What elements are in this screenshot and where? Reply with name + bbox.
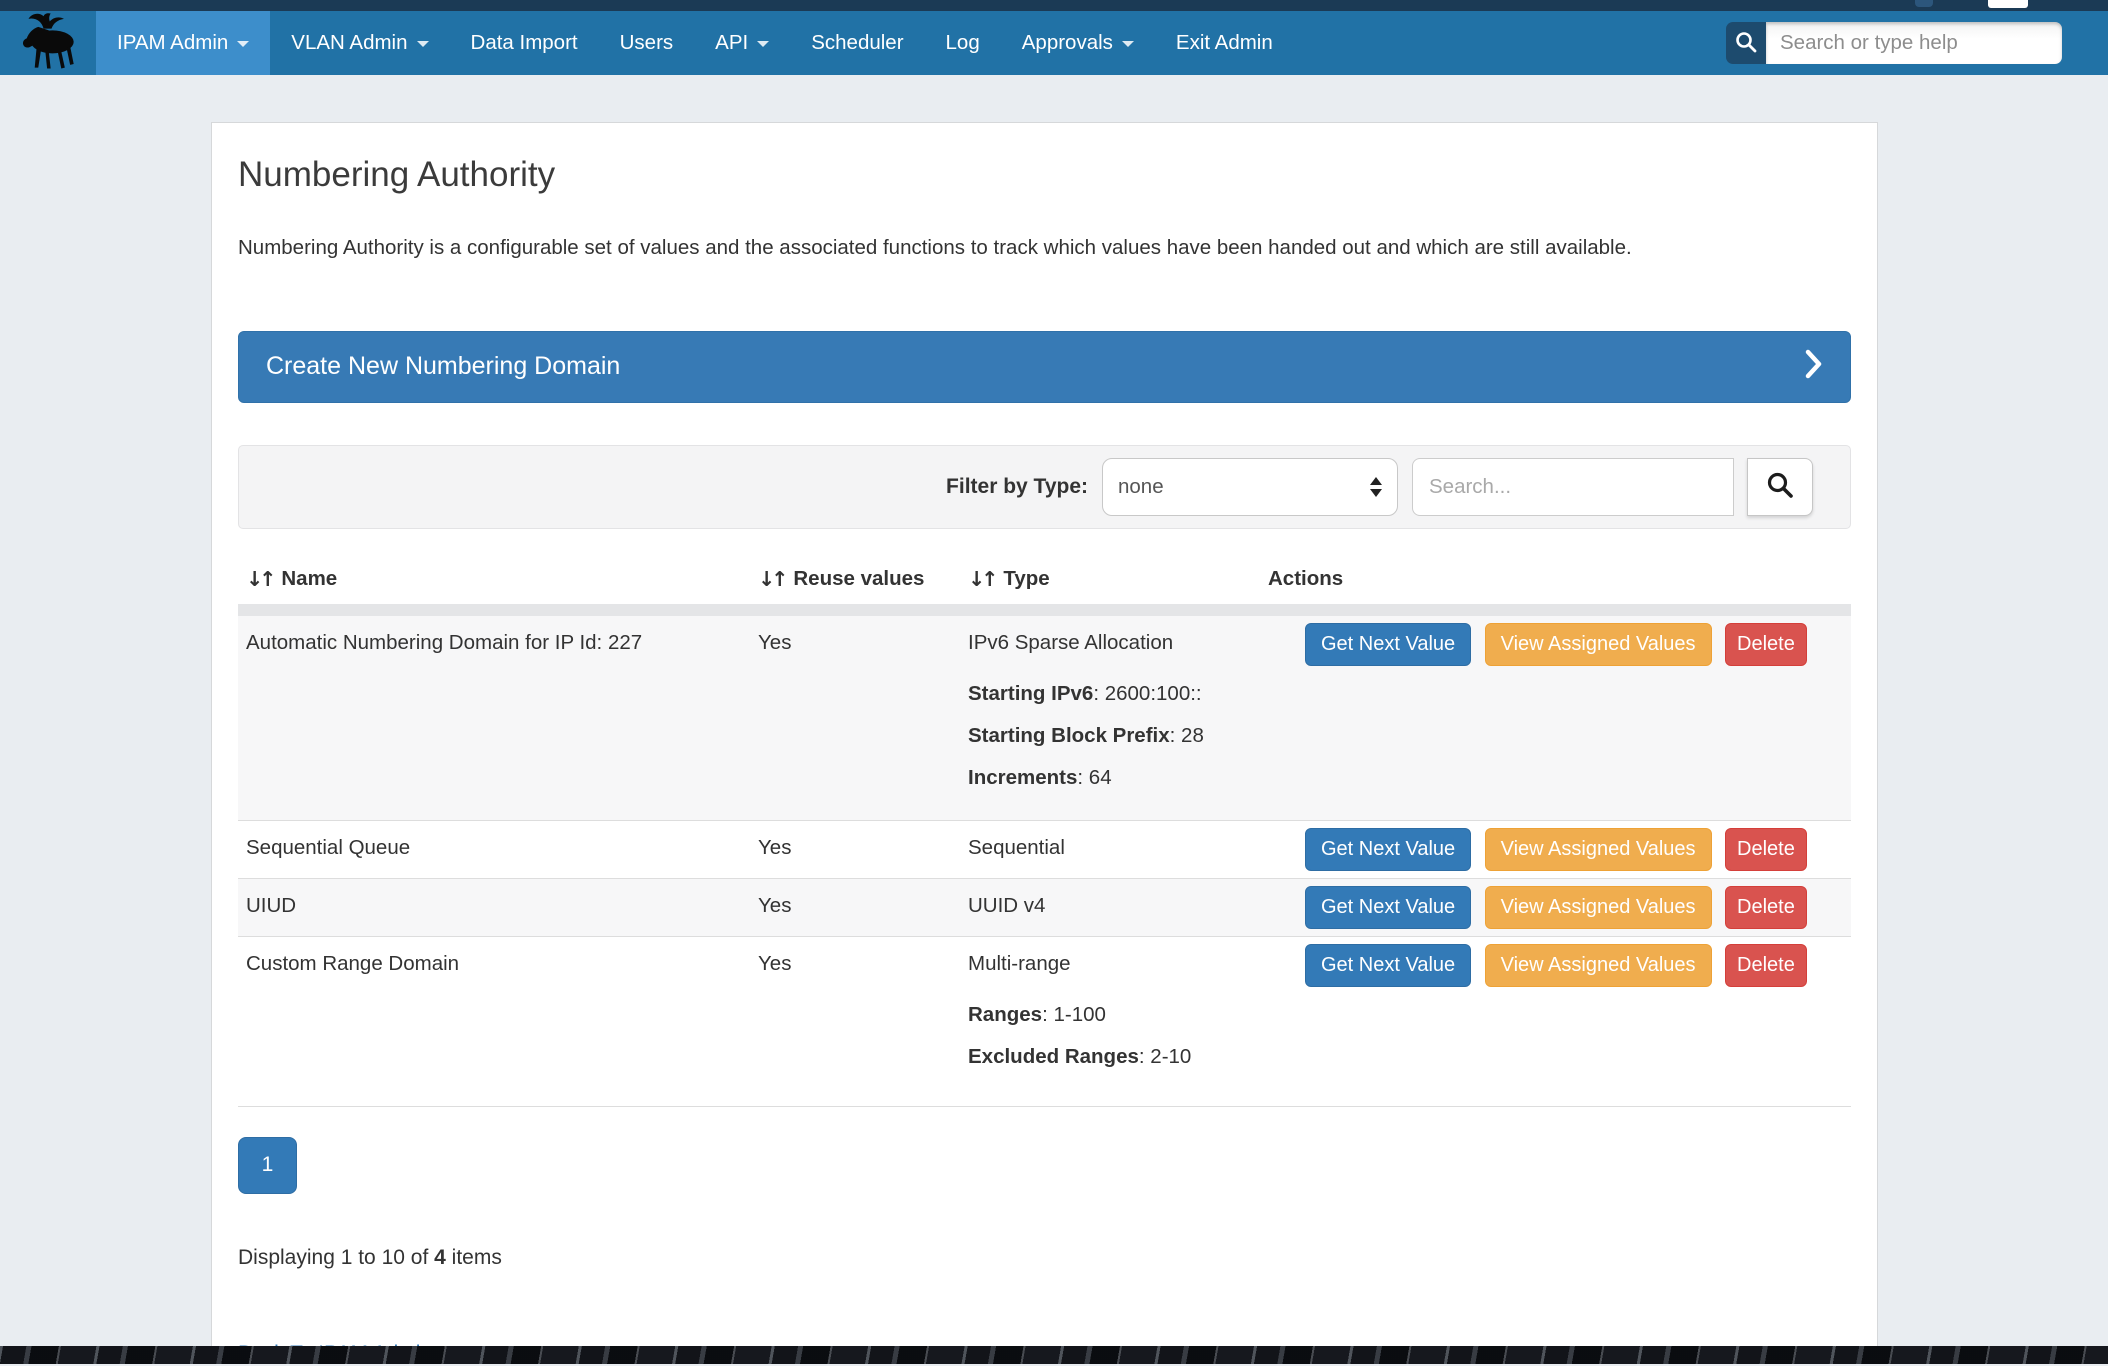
get-next-value-button[interactable]: Get Next Value: [1305, 885, 1472, 929]
navbar-search-input[interactable]: [1766, 22, 2062, 64]
cell-type: IPv6 Sparse Allocation Starting IPv6: 26…: [960, 616, 1260, 820]
search-icon: [1765, 470, 1795, 503]
delete-button[interactable]: Delete: [1725, 885, 1807, 929]
brand-logo[interactable]: [0, 11, 96, 75]
nav-item-log[interactable]: Log: [925, 11, 1001, 75]
table-search-input[interactable]: [1412, 457, 1734, 516]
table-header-divider: [238, 603, 1851, 616]
type-filter-select[interactable]: none: [1102, 457, 1398, 516]
sort-icon: ↓↑: [758, 566, 788, 591]
nav-item-label: API: [715, 31, 749, 54]
nav-item-approvals[interactable]: Approvals: [1001, 11, 1155, 75]
view-assigned-values-button[interactable]: View Assigned Values: [1484, 943, 1712, 987]
delete-button[interactable]: Delete: [1725, 622, 1807, 666]
get-next-value-button[interactable]: Get Next Value: [1305, 827, 1472, 871]
pagination-page-1[interactable]: 1: [238, 1136, 297, 1194]
create-new-numbering-domain-button[interactable]: Create New Numbering Domain: [238, 330, 1851, 403]
moose-icon: [17, 12, 79, 75]
nav-item-vlan-admin[interactable]: VLAN Admin: [270, 11, 449, 75]
header-reuse-values[interactable]: ↓↑ Reuse values: [758, 566, 925, 591]
view-assigned-values-button[interactable]: View Assigned Values: [1484, 827, 1712, 871]
nav-item-scheduler[interactable]: Scheduler: [790, 11, 924, 75]
delete-button[interactable]: Delete: [1725, 827, 1807, 871]
type-details: Starting IPv6: 2600:100:: Starting Block…: [968, 681, 1204, 789]
nav-item-exit-admin[interactable]: Exit Admin: [1155, 11, 1294, 75]
pagination: 1: [238, 1136, 1851, 1194]
table-row: Sequential Queue Yes Sequential Get Next…: [238, 821, 1851, 879]
chevron-down-icon: [757, 41, 770, 47]
table-row: UIUD Yes UUID v4 Get Next Value View Ass…: [238, 878, 1851, 937]
table-row: Custom Range Domain Yes Multi-range Rang…: [238, 937, 1851, 1107]
chevron-down-icon: [1121, 41, 1134, 47]
navbar: IPAM Admin VLAN Admin Data Import Users …: [0, 11, 2108, 75]
cell-actions: Get Next Value View Assigned Values Dele…: [1260, 937, 1851, 1106]
nav-item-ipam-admin[interactable]: IPAM Admin: [96, 11, 271, 75]
type-details: Ranges: 1-100 Excluded Ranges: 2-10: [968, 1002, 1192, 1068]
sort-icon: ↓↑: [968, 566, 998, 591]
page-title: Numbering Authority: [238, 155, 556, 194]
desktop-wallpaper-strip: [0, 1346, 2108, 1364]
get-next-value-button[interactable]: Get Next Value: [1305, 943, 1472, 987]
table-search-button[interactable]: [1747, 457, 1813, 516]
header-name[interactable]: ↓↑ Name: [246, 566, 338, 591]
nav-item-label: Approvals: [1021, 31, 1113, 54]
view-assigned-values-button[interactable]: View Assigned Values: [1484, 885, 1712, 929]
window-artifact-white: [1988, 0, 2028, 8]
nav-item-label: Scheduler: [811, 31, 904, 54]
filter-bar: Filter by Type: none: [238, 444, 1851, 529]
nav-item-label: Log: [945, 31, 980, 54]
numbering-domains-table: ↓↑ Name ↓↑ Reuse values ↓↑ Type Actions …: [238, 553, 1851, 1107]
cell-name: Custom Range Domain: [246, 951, 460, 975]
cell-name: Automatic Numbering Domain for IP Id: 22…: [246, 630, 643, 654]
cell-reuse-values: Yes: [758, 630, 792, 654]
nav-item-api[interactable]: API: [694, 11, 790, 75]
cell-actions: Get Next Value View Assigned Values Dele…: [1260, 821, 1851, 878]
chevron-down-icon: [416, 41, 429, 47]
window-artifact-blue: [1915, 0, 1933, 7]
page-description: Numbering Authority is a configurable se…: [238, 236, 1632, 259]
create-bar-label: Create New Numbering Domain: [266, 352, 621, 381]
items-summary: Displaying 1 to 10 of 4 items: [238, 1245, 502, 1269]
header-actions: Actions: [1268, 566, 1344, 590]
view-assigned-values-button[interactable]: View Assigned Values: [1484, 622, 1712, 666]
nav-item-users[interactable]: Users: [599, 11, 695, 75]
cell-reuse-values: Yes: [758, 951, 792, 975]
nav-item-label: Exit Admin: [1175, 31, 1273, 54]
cell-reuse-values: Yes: [758, 893, 792, 917]
table-header-row: ↓↑ Name ↓↑ Reuse values ↓↑ Type Actions: [238, 553, 1851, 604]
type-filter-selected-value: none: [1118, 474, 1164, 498]
main-panel: Numbering Authority Numbering Authority …: [211, 122, 1878, 1365]
cell-actions: Get Next Value View Assigned Values Dele…: [1260, 879, 1851, 936]
sort-icon: ↓↑: [246, 566, 276, 591]
nav-item-label: VLAN Admin: [291, 31, 408, 54]
header-type[interactable]: ↓↑ Type: [968, 566, 1050, 591]
cell-type: Sequential: [968, 835, 1065, 859]
window-top-strip: [0, 0, 2108, 11]
select-arrows-icon: [1370, 476, 1382, 497]
get-next-value-button[interactable]: Get Next Value: [1305, 622, 1472, 666]
chevron-down-icon: [237, 41, 250, 47]
cell-type: Multi-range Ranges: 1-100 Excluded Range…: [960, 937, 1260, 1106]
cell-type: UUID v4: [968, 893, 1046, 917]
cell-name: Sequential Queue: [246, 835, 411, 859]
delete-button[interactable]: Delete: [1725, 943, 1807, 987]
cell-actions: Get Next Value View Assigned Values Dele…: [1260, 616, 1851, 820]
search-icon: [1734, 30, 1758, 57]
nav-item-label: IPAM Admin: [117, 31, 229, 54]
navbar-search: [1726, 22, 2062, 64]
cell-reuse-values: Yes: [758, 835, 792, 859]
chevron-right-icon: [1805, 349, 1823, 384]
table-row: Automatic Numbering Domain for IP Id: 22…: [238, 615, 1851, 821]
navbar-search-button[interactable]: [1726, 22, 1766, 64]
nav-item-label: Data Import: [470, 31, 578, 54]
nav-item-label: Users: [619, 31, 674, 54]
cell-name: UIUD: [246, 893, 297, 917]
nav-item-data-import[interactable]: Data Import: [450, 11, 599, 75]
filter-by-type-label: Filter by Type:: [946, 474, 1088, 498]
